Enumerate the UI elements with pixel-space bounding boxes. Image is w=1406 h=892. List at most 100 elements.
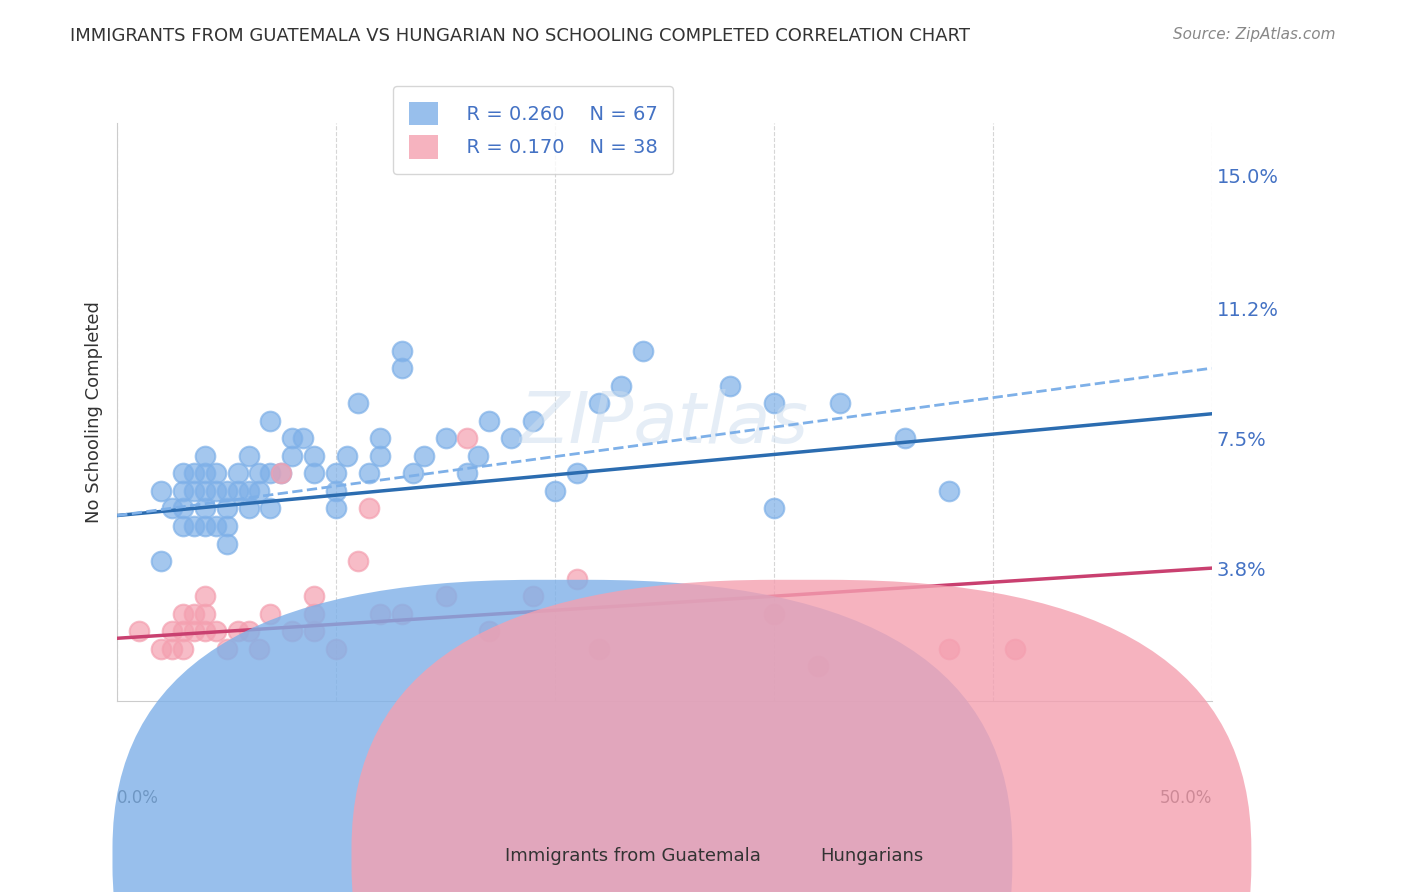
- Point: [270, 467, 292, 481]
- Point: [183, 519, 205, 533]
- Point: [281, 431, 304, 445]
- Point: [172, 607, 194, 621]
- Point: [183, 467, 205, 481]
- Point: [194, 607, 217, 621]
- Point: [249, 483, 271, 498]
- Point: [172, 519, 194, 533]
- Point: [172, 641, 194, 656]
- Point: [215, 641, 238, 656]
- Point: [149, 554, 172, 568]
- Point: [281, 624, 304, 639]
- Point: [938, 483, 960, 498]
- Point: [215, 483, 238, 498]
- Text: Source: ZipAtlas.com: Source: ZipAtlas.com: [1173, 27, 1336, 42]
- Point: [183, 624, 205, 639]
- Point: [302, 624, 325, 639]
- Point: [828, 396, 851, 410]
- Point: [478, 624, 501, 639]
- Text: Hungarians: Hungarians: [820, 847, 924, 865]
- Point: [259, 467, 281, 481]
- Point: [391, 361, 413, 376]
- Text: IMMIGRANTS FROM GUATEMALA VS HUNGARIAN NO SCHOOLING COMPLETED CORRELATION CHART: IMMIGRANTS FROM GUATEMALA VS HUNGARIAN N…: [70, 27, 970, 45]
- Point: [325, 641, 347, 656]
- Point: [226, 467, 249, 481]
- Point: [226, 624, 249, 639]
- Point: [762, 501, 785, 516]
- Point: [259, 607, 281, 621]
- Point: [588, 396, 610, 410]
- Point: [194, 624, 217, 639]
- Point: [434, 431, 457, 445]
- Point: [204, 624, 226, 639]
- Point: [160, 501, 183, 516]
- Point: [588, 641, 610, 656]
- Point: [357, 501, 380, 516]
- Point: [368, 607, 391, 621]
- Y-axis label: No Schooling Completed: No Schooling Completed: [86, 301, 103, 523]
- Point: [183, 483, 205, 498]
- Point: [302, 467, 325, 481]
- Point: [325, 483, 347, 498]
- Point: [391, 343, 413, 358]
- Point: [368, 431, 391, 445]
- Point: [501, 431, 523, 445]
- Point: [194, 519, 217, 533]
- Point: [160, 624, 183, 639]
- Text: ZIPatlas: ZIPatlas: [520, 389, 808, 458]
- Point: [302, 607, 325, 621]
- Point: [565, 572, 588, 586]
- Point: [434, 589, 457, 603]
- Point: [194, 483, 217, 498]
- Point: [522, 414, 544, 428]
- Point: [456, 467, 478, 481]
- Text: 0.0%: 0.0%: [117, 789, 159, 807]
- Point: [412, 449, 434, 463]
- Point: [238, 483, 260, 498]
- Point: [631, 343, 654, 358]
- Point: [368, 449, 391, 463]
- Point: [1004, 641, 1026, 656]
- Point: [938, 641, 960, 656]
- Point: [215, 519, 238, 533]
- Point: [467, 449, 489, 463]
- Point: [762, 396, 785, 410]
- Point: [238, 501, 260, 516]
- Point: [292, 431, 315, 445]
- Point: [215, 501, 238, 516]
- Point: [281, 449, 304, 463]
- Point: [478, 414, 501, 428]
- Point: [194, 449, 217, 463]
- Point: [259, 414, 281, 428]
- Point: [402, 467, 425, 481]
- Point: [302, 449, 325, 463]
- Point: [347, 396, 370, 410]
- Text: 50.0%: 50.0%: [1160, 789, 1212, 807]
- Point: [183, 607, 205, 621]
- Point: [194, 467, 217, 481]
- Point: [718, 378, 741, 392]
- Point: [149, 641, 172, 656]
- Point: [762, 607, 785, 621]
- Point: [609, 378, 631, 392]
- Point: [149, 483, 172, 498]
- Legend:   R = 0.260    N = 67,   R = 0.170    N = 38: R = 0.260 N = 67, R = 0.170 N = 38: [394, 87, 673, 174]
- Point: [336, 449, 359, 463]
- Point: [172, 467, 194, 481]
- Point: [807, 659, 830, 673]
- Point: [249, 641, 271, 656]
- Point: [325, 467, 347, 481]
- Point: [565, 467, 588, 481]
- Point: [357, 467, 380, 481]
- Point: [204, 519, 226, 533]
- Point: [347, 554, 370, 568]
- Text: Immigrants from Guatemala: Immigrants from Guatemala: [505, 847, 761, 865]
- Point: [302, 589, 325, 603]
- Point: [194, 589, 217, 603]
- Point: [391, 607, 413, 621]
- Point: [259, 501, 281, 516]
- Point: [172, 501, 194, 516]
- Point: [270, 467, 292, 481]
- Point: [204, 467, 226, 481]
- Point: [456, 431, 478, 445]
- Point: [204, 483, 226, 498]
